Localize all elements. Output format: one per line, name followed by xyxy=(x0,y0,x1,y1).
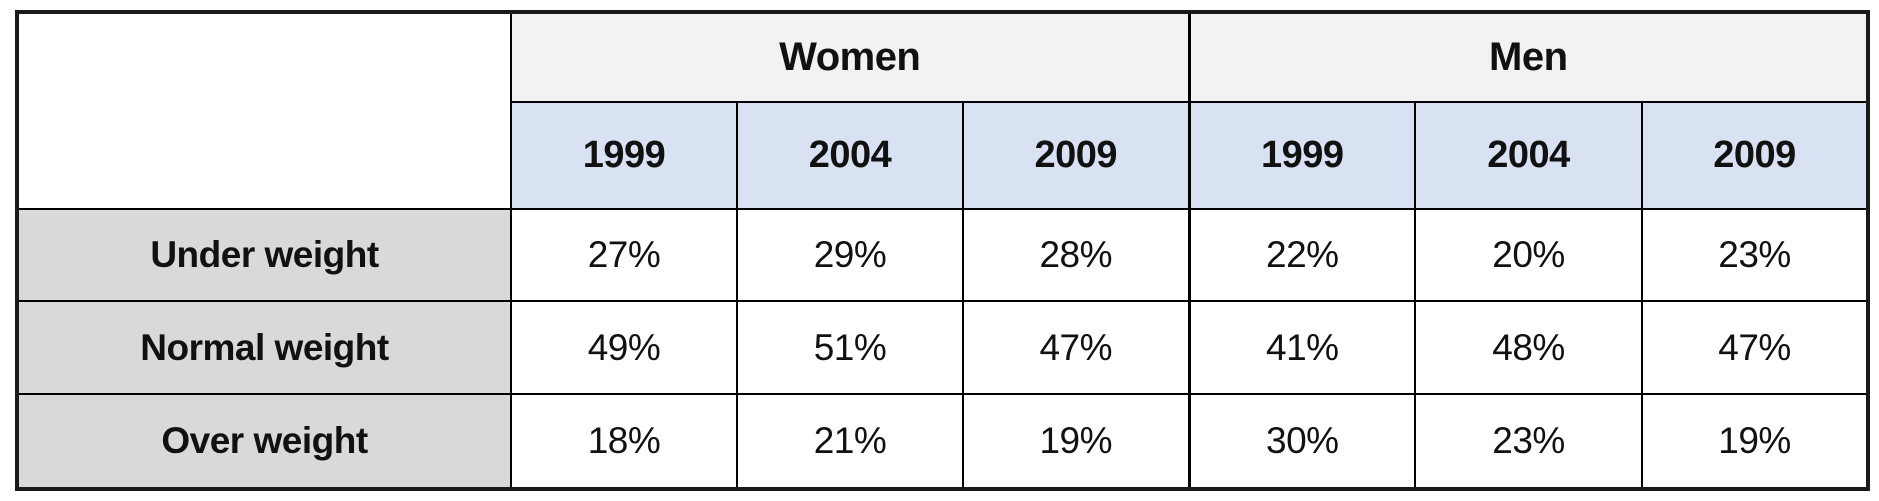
value-cell: 30% xyxy=(1187,393,1417,490)
value-cell: 47% xyxy=(961,300,1191,395)
value-cell: 19% xyxy=(961,393,1191,490)
row-label-under-weight: Under weight xyxy=(16,208,512,302)
value-cell: 27% xyxy=(510,208,738,302)
value-cell: 49% xyxy=(510,300,738,395)
group-header-row: Women Men xyxy=(16,11,1870,210)
table-row-over-weight: Over weight 18% 21% 19% 30% 23% 19% xyxy=(16,393,1870,490)
value-cell: 18% xyxy=(510,393,738,490)
value-cell: 51% xyxy=(736,300,964,395)
year-header-women-2004: 2004 xyxy=(736,101,964,210)
value-cell: 22% xyxy=(1187,208,1417,302)
group-header-men: Men xyxy=(1187,11,1870,103)
value-cell: 47% xyxy=(1641,300,1870,395)
value-cell: 21% xyxy=(736,393,964,490)
year-header-men-1999: 1999 xyxy=(1187,101,1417,210)
value-cell: 28% xyxy=(961,208,1191,302)
value-cell: 20% xyxy=(1414,208,1644,302)
value-cell: 48% xyxy=(1414,300,1644,395)
value-cell: 29% xyxy=(736,208,964,302)
value-cell: 23% xyxy=(1641,208,1870,302)
value-cell: 19% xyxy=(1641,393,1870,490)
table-row-under-weight: Under weight 27% 29% 28% 22% 20% 23% xyxy=(16,208,1870,302)
year-header-row: 1999 2004 2009 1999 2004 2009 xyxy=(17,101,1870,210)
weight-statistics-table: Women Men 1999 2004 2009 1999 2004 2009 … xyxy=(15,10,1871,491)
row-label-over-weight: Over weight xyxy=(16,393,512,490)
year-header-women-2009: 2009 xyxy=(961,101,1191,210)
row-label-normal-weight: Normal weight xyxy=(16,300,512,395)
year-header-women-1999: 1999 xyxy=(510,101,738,210)
value-cell: 23% xyxy=(1414,393,1644,490)
year-header-men-2004: 2004 xyxy=(1414,101,1644,210)
group-header-women: Women xyxy=(509,11,1191,103)
table-row-normal-weight: Normal weight 49% 51% 47% 41% 48% 47% xyxy=(16,300,1870,395)
year-header-men-2009: 2009 xyxy=(1641,101,1870,210)
corner-cell xyxy=(16,11,512,210)
value-cell: 41% xyxy=(1187,300,1417,395)
